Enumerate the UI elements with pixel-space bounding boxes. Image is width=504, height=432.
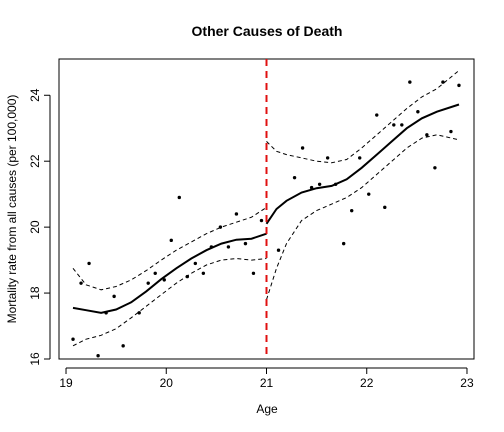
data-point [276,248,281,252]
data-point [383,205,387,210]
data-points [71,80,461,358]
data-point [234,212,239,216]
data-point [341,241,346,246]
data-point [226,245,231,249]
y-tick-label: 20 [28,220,42,234]
data-point [300,146,305,150]
data-point [146,281,150,285]
x-tick-label: 22 [360,376,374,390]
data-point [193,261,198,266]
data-point [433,166,437,170]
data-point [121,344,125,348]
data-point [104,311,108,315]
data-point [309,185,314,190]
data-point [317,182,322,186]
data-point [185,274,190,279]
x-tick-label: 19 [59,376,73,390]
ci-upper-left [72,206,267,291]
fit-lines [72,103,460,314]
chart-title: Other Causes of Death [192,23,343,39]
data-point [375,113,379,117]
data-point [400,123,404,127]
data-point [87,261,91,266]
data-point [251,271,256,275]
data-point [218,225,223,229]
y-tick-label: 18 [28,286,42,300]
data-point [162,278,166,282]
fit-line-left [72,232,267,314]
data-point [96,354,100,358]
data-point [201,271,206,275]
data-point [416,110,420,114]
x-axis-label: Age [256,402,278,416]
data-point [449,129,453,134]
y-tick-label: 16 [28,352,42,366]
data-point [137,311,141,315]
ci-upper-right [266,70,460,164]
axes: 19 20 21 22 23 16 18 20 22 24 [28,88,474,390]
data-point [169,238,173,243]
data-point [325,156,330,160]
data-point [441,80,445,84]
fit-line-right [265,103,460,225]
data-point [358,156,362,160]
y-axis-label: Mortality rate from all causes (per 100,… [5,95,19,324]
x-tick-label: 23 [460,376,474,390]
x-tick-label: 20 [160,376,174,390]
data-point [209,245,214,249]
ci-lower-left [72,257,267,347]
ci-lower-right [266,134,460,300]
x-tick-label: 21 [260,376,274,390]
data-point [79,281,83,285]
data-point [333,182,338,186]
data-point [177,195,181,200]
data-point [457,83,461,88]
data-point [350,208,354,213]
confidence-bands [72,70,460,347]
data-point [153,271,157,275]
data-point [408,80,412,84]
data-point [292,175,297,180]
data-point [259,218,264,223]
data-point [71,337,75,341]
y-tick-label: 22 [28,154,42,168]
data-point [112,294,116,299]
data-point [392,123,396,127]
y-tick-label: 24 [28,88,42,102]
data-point [367,192,371,196]
data-point [243,241,248,246]
data-point [425,133,429,137]
